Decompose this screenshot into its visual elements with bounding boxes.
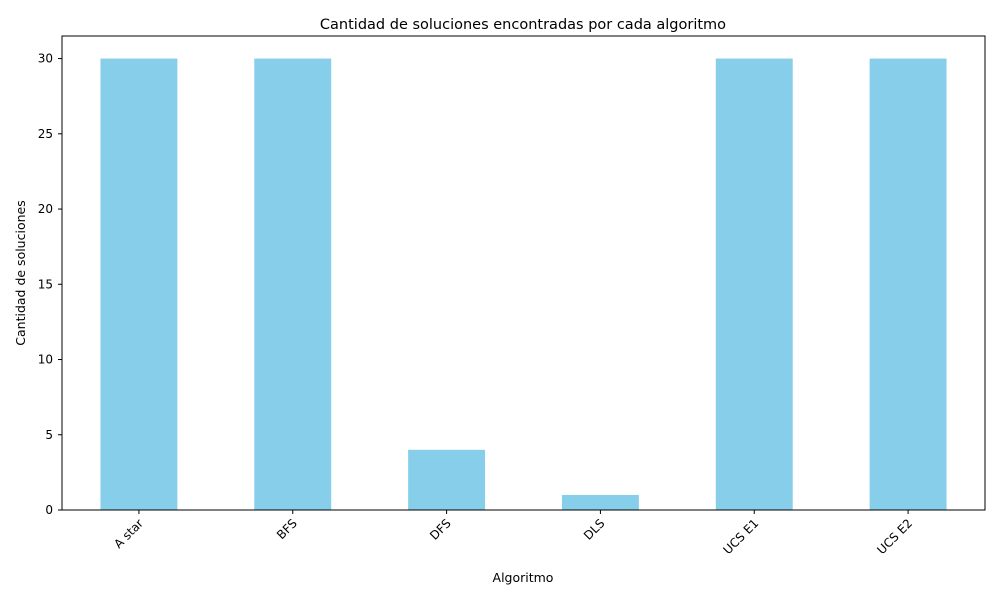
chart-title: Cantidad de soluciones encontradas por c… — [320, 17, 726, 33]
bar-dfs — [408, 449, 486, 510]
x-axis: A star BFS DFS DLS UCS E1 UCS E2 — [111, 510, 915, 557]
bar-bfs — [254, 58, 332, 510]
y-tick-label: 15 — [38, 277, 53, 291]
y-tick-label: 25 — [38, 127, 53, 141]
y-tick-label: 0 — [45, 503, 53, 517]
y-axis-label: Cantidad de soluciones — [13, 200, 28, 345]
plot-border — [61, 35, 986, 511]
bar-ucs-e1 — [715, 58, 793, 510]
x-tick-label: DFS — [427, 516, 454, 543]
plot-frame — [61, 35, 986, 511]
bar-ucs-e2 — [869, 58, 947, 510]
bars-group — [100, 58, 947, 510]
x-tick-label: UCS E2 — [874, 516, 915, 557]
x-tick-label: DLS — [581, 516, 608, 543]
x-axis-label: Algoritmo — [493, 570, 554, 585]
y-axis: 0 5 10 15 20 25 30 — [38, 52, 62, 517]
x-tick-label: A star — [111, 516, 146, 551]
y-tick-label: 20 — [38, 202, 53, 216]
x-tick-label: UCS E1 — [720, 516, 761, 557]
bar-dls — [561, 494, 639, 510]
x-tick-label: BFS — [274, 516, 300, 542]
bar-a-star — [100, 58, 178, 510]
y-tick-label: 30 — [38, 52, 53, 66]
y-tick-label: 10 — [38, 353, 53, 367]
y-tick-label: 5 — [45, 428, 53, 442]
